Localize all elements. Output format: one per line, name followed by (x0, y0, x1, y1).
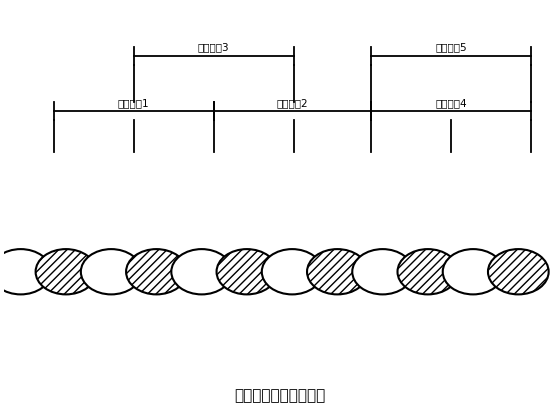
Text: 施工顺序4: 施工顺序4 (435, 98, 467, 108)
Circle shape (0, 249, 51, 294)
Text: 搅拌桩施工顺序示意图: 搅拌桩施工顺序示意图 (235, 388, 325, 404)
Circle shape (217, 249, 277, 294)
Circle shape (398, 249, 458, 294)
Text: 施工顺序5: 施工顺序5 (435, 42, 467, 52)
Circle shape (307, 249, 368, 294)
Text: 施工顺序3: 施工顺序3 (198, 42, 230, 52)
Circle shape (443, 249, 503, 294)
Circle shape (352, 249, 413, 294)
Circle shape (126, 249, 187, 294)
Circle shape (171, 249, 232, 294)
Circle shape (36, 249, 96, 294)
Circle shape (81, 249, 142, 294)
Text: 施工顺序1: 施工顺序1 (118, 98, 150, 108)
Text: 施工顺序2: 施工顺序2 (277, 98, 308, 108)
Circle shape (262, 249, 323, 294)
Circle shape (488, 249, 549, 294)
